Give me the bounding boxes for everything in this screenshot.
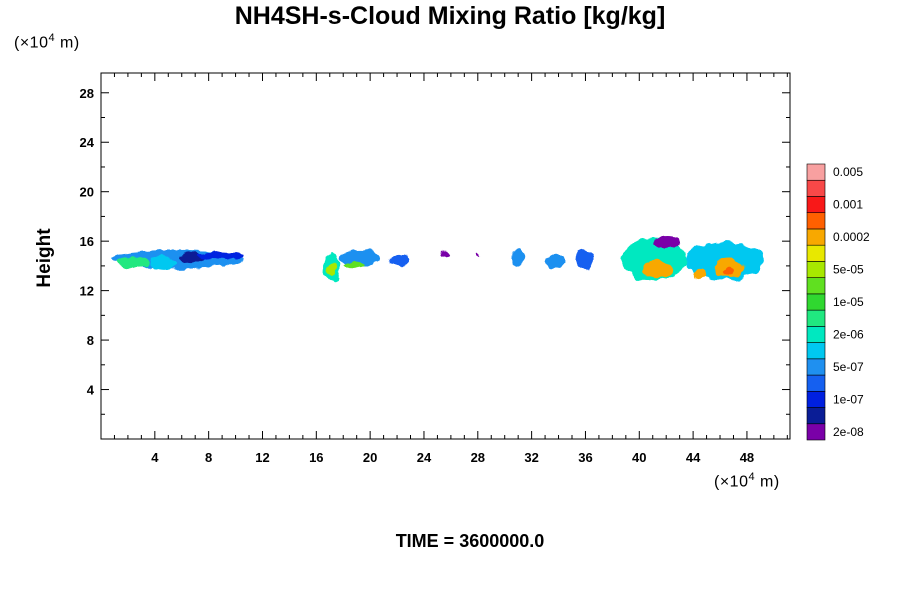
x-tick-label: 16 [309, 450, 323, 465]
y-tick-label: 24 [80, 135, 95, 150]
colorbar: 2e-08 1e-07 5e-07 2e-06 1e-05 5e-05 0.0002 0.00… [806, 163, 870, 441]
y-tick-label: 28 [80, 86, 94, 101]
colorbar-swatch [806, 228, 826, 246]
y-tick-label: 12 [80, 284, 94, 299]
cloud-patch [695, 268, 707, 280]
cloud-patch [117, 256, 149, 269]
colorbar-label: 2e-06 [833, 327, 864, 341]
colorbar-label: 5e-07 [833, 360, 864, 374]
colorbar-swatch [806, 293, 826, 311]
x-tick-label: 12 [255, 450, 269, 465]
cloud-patch [390, 254, 411, 266]
colorbar-swatch [806, 326, 826, 343]
colorbar-swatch [806, 309, 826, 327]
colorbar-label: 0.001 [833, 198, 863, 212]
colorbar-swatch [806, 179, 826, 197]
cloud-patch [652, 237, 680, 249]
cloud-patch [197, 251, 244, 260]
x-tick-label: 24 [417, 450, 432, 465]
y-unit-label: (×104 m) [14, 32, 80, 52]
x-tick-label: 28 [471, 450, 485, 465]
cloud-patch [722, 267, 734, 276]
cloud-patch [327, 263, 338, 276]
cloud-patch [179, 252, 204, 263]
x-tick-label: 40 [632, 450, 646, 465]
y-tick-label: 16 [80, 234, 94, 249]
colorbar-swatch [806, 358, 826, 376]
colorbar-swatch [806, 244, 826, 262]
colorbar-swatch [806, 261, 826, 278]
y-tick-label: 8 [87, 333, 94, 348]
colorbar-swatch [806, 277, 826, 295]
x-unit-suffix: m) [755, 473, 780, 491]
x-tick-label: 20 [363, 450, 377, 465]
x-tick-label: 36 [578, 450, 592, 465]
colorbar-swatch [806, 423, 826, 441]
colorbar-label: 0.005 [833, 165, 863, 179]
x-tick-label: 8 [205, 450, 212, 465]
cloud-patch [343, 260, 365, 269]
colorbar-swatch [806, 390, 826, 408]
colorbar-swatch [806, 342, 826, 360]
cloud-patch [475, 253, 480, 257]
time-label: TIME = 3600000.0 [395, 531, 545, 551]
x-unit-exp: 4 [748, 471, 756, 483]
x-unit-prefix: (×10 [714, 473, 749, 491]
chart-title: NH4SH-s-Cloud Mixing Ratio [kg/kg] [234, 2, 666, 30]
y-unit-exp: 4 [48, 32, 56, 44]
y-tick-label: 20 [80, 185, 94, 200]
colorbar-swatch [806, 407, 826, 425]
y-unit-prefix: (×10 [14, 34, 49, 52]
cloud-patch [511, 248, 527, 266]
colorbar-label: 0.0002 [833, 230, 870, 244]
colorbar-swatch [806, 196, 826, 214]
colorbar-label: 2e-08 [833, 425, 864, 439]
cloud-patch [641, 260, 675, 279]
plot-frame [100, 72, 791, 440]
cloud-patch [576, 248, 594, 270]
y-tick-label: 4 [87, 383, 95, 398]
x-unit-label: (×104 m) [714, 471, 780, 491]
x-tick-label: 44 [686, 450, 701, 465]
y-axis-title: Height [34, 228, 55, 288]
x-tick-label: 32 [524, 450, 538, 465]
y-unit-suffix: m) [55, 34, 80, 52]
x-tick-label: 48 [740, 450, 754, 465]
cloud-patch [149, 256, 176, 271]
colorbar-swatch [806, 374, 826, 392]
x-tick-label: 4 [151, 450, 159, 465]
colorbar-label: 5e-05 [833, 263, 864, 277]
cloud-patch [545, 253, 564, 269]
cloud-field [111, 237, 764, 281]
colorbar-swatch [806, 212, 826, 230]
cloud-patch [441, 252, 450, 258]
colorbar-label: 1e-07 [833, 392, 864, 406]
colorbar-label: 1e-05 [833, 295, 864, 309]
colorbar-swatch [806, 163, 826, 181]
